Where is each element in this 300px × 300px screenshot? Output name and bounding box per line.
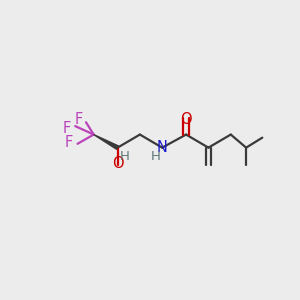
Text: N: N	[157, 140, 168, 155]
Text: F: F	[65, 135, 73, 150]
Text: O: O	[180, 112, 192, 127]
Polygon shape	[94, 135, 118, 149]
Text: O: O	[112, 155, 123, 170]
Text: F: F	[63, 121, 71, 136]
Text: F: F	[75, 112, 83, 128]
Text: H: H	[150, 150, 160, 164]
Text: H: H	[120, 150, 129, 164]
